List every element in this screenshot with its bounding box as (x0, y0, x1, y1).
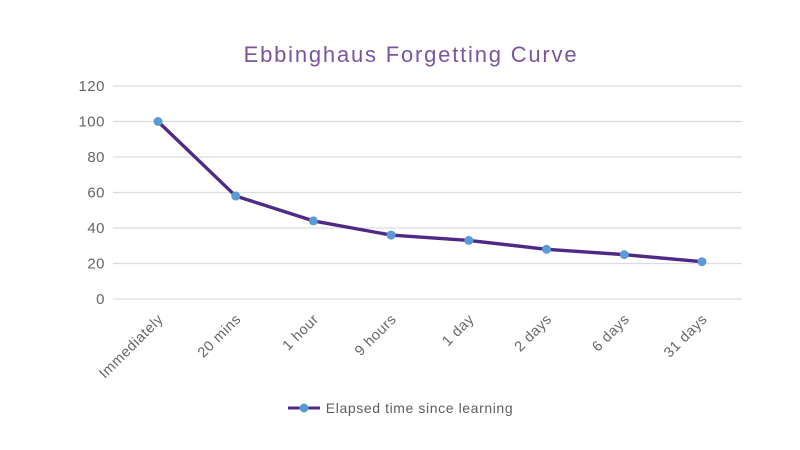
legend-label: Elapsed time since learning (325, 400, 514, 416)
y-tick-label: 120 (78, 78, 105, 95)
data-point (153, 117, 163, 126)
y-tick-label: 60 (87, 185, 105, 202)
y-tick-label: 0 (96, 291, 105, 308)
data-point (619, 250, 629, 260)
x-tick-label: Immediately (96, 311, 167, 382)
data-point (386, 230, 396, 240)
series-line (156, 119, 704, 264)
y-tick-label: 80 (87, 149, 105, 166)
x-tick-label: 1 day (439, 311, 477, 349)
chart-title: Ebbinghaus Forgetting Curve (243, 42, 579, 67)
y-tick-label: 40 (87, 220, 105, 237)
x-tick-label: 31 days (661, 312, 711, 362)
data-point (464, 235, 474, 245)
data-point (542, 244, 552, 254)
x-tick-label: 6 days (589, 312, 633, 356)
legend-line-marker-icon (287, 403, 320, 413)
x-tick-label: 9 hours (352, 312, 400, 360)
legend: Elapsed time since learning (0, 400, 800, 416)
x-tick-label: 2 days (512, 312, 556, 356)
x-tick-label: 20 mins (195, 312, 245, 362)
data-point (231, 191, 241, 201)
y-tick-label: 100 (78, 114, 105, 131)
data-point (697, 257, 707, 267)
data-point (308, 216, 318, 226)
x-tick-label: 1 hour (280, 312, 323, 355)
y-tick-label: 20 (87, 256, 105, 273)
